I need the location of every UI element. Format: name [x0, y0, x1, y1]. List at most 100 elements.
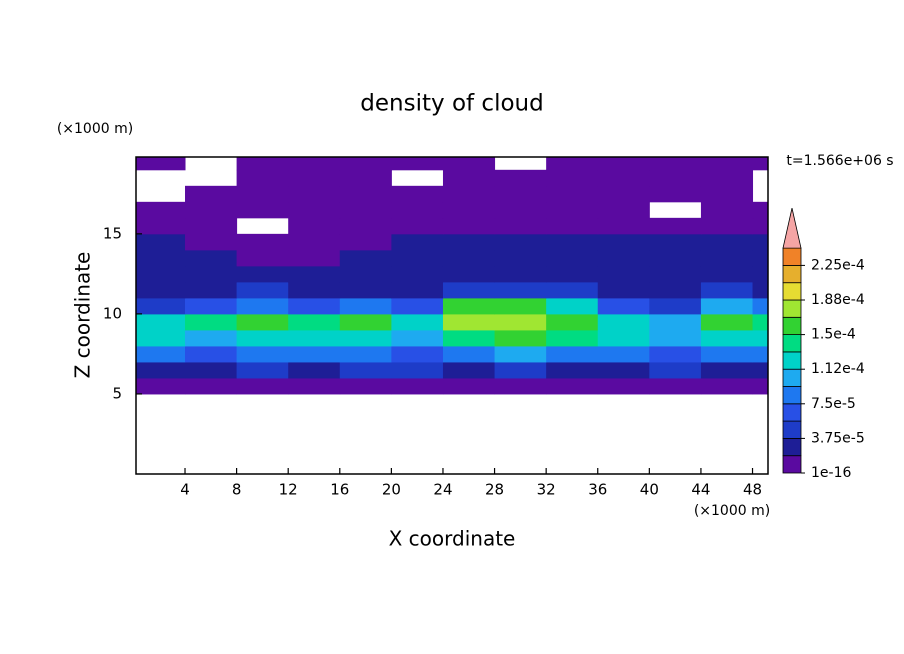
field-cell [185, 249, 238, 267]
field-cell [288, 313, 341, 331]
field-cell [339, 377, 392, 395]
field-cell [597, 265, 650, 283]
field-cell [136, 329, 186, 347]
field-cell [236, 185, 289, 203]
field-cell [442, 217, 496, 235]
field-cell [236, 157, 289, 171]
time-label: t=1.566e+06 s [786, 153, 893, 169]
field-cell [442, 329, 496, 347]
field-cell [442, 361, 496, 379]
field-cell [236, 169, 289, 187]
field-cell [546, 185, 599, 203]
field-cell [136, 265, 186, 283]
colorbar-box [782, 264, 802, 284]
field-cell [391, 361, 444, 379]
x-tick-label: 32 [537, 481, 556, 499]
field-cell [649, 281, 702, 299]
x-tick-label: 44 [691, 481, 710, 499]
field-cell [288, 345, 341, 363]
field-cell [597, 345, 650, 363]
field-cell [597, 201, 650, 219]
field-cell [339, 201, 392, 219]
field-cell [494, 201, 547, 219]
field-cell [442, 345, 496, 363]
field-cell [546, 329, 599, 347]
field-cell [700, 297, 754, 315]
field-cell [700, 233, 754, 251]
field-cell [597, 157, 650, 171]
field-cell [391, 217, 444, 235]
field-cell [339, 217, 392, 235]
field-cell [236, 345, 289, 363]
field-cell [649, 217, 702, 235]
field-cell [442, 281, 496, 299]
field-cell [752, 265, 768, 283]
field-cell [649, 233, 702, 251]
colorbar-tick-label: 1.12e-4 [811, 361, 865, 377]
field-cell [494, 217, 547, 235]
field-cell [185, 345, 238, 363]
field-cell [288, 169, 341, 187]
field-cell [752, 217, 768, 235]
colorbar-box [782, 403, 802, 422]
field-cell [136, 313, 186, 331]
field-cell [391, 249, 444, 267]
field-cell [288, 281, 341, 299]
field-cell [136, 201, 186, 219]
colorbar-box [782, 437, 802, 457]
field-cell [546, 345, 599, 363]
y-tick-label: 5 [112, 384, 122, 402]
field-cell [494, 233, 547, 251]
field-cell [700, 281, 754, 299]
field-cell [649, 185, 702, 203]
field-cell [236, 313, 289, 331]
field-cell [700, 185, 754, 203]
field-cell [546, 377, 599, 395]
field-cell [700, 217, 754, 235]
field-cell [391, 377, 444, 395]
x-tick-label: 8 [232, 481, 242, 499]
x-unit: (×1000 m) [694, 503, 770, 519]
field-cell [339, 313, 392, 331]
field-cell [185, 233, 238, 251]
field-cell [288, 185, 341, 203]
field-cell [700, 329, 754, 347]
colorbar-box [782, 351, 802, 370]
field-cell [442, 249, 496, 267]
field-cell [649, 345, 702, 363]
field-cell [442, 233, 496, 251]
field-cell [288, 157, 341, 171]
field-cell [236, 377, 289, 395]
field-cell [752, 201, 768, 219]
field-cell [494, 169, 547, 187]
field-cell [597, 297, 650, 315]
x-tick-label: 36 [588, 481, 607, 499]
field-cell [339, 345, 392, 363]
colorbar-tick-label: 1.88e-4 [811, 292, 865, 308]
colorbar-box [782, 299, 802, 318]
field-cell [546, 297, 599, 315]
colorbar-tick-label: 1e-16 [811, 465, 851, 481]
field-cell [546, 361, 599, 379]
field-cell [649, 157, 702, 171]
field-cell [752, 377, 768, 395]
field-cell [494, 377, 547, 395]
field-cell [442, 377, 496, 395]
field-cell [546, 313, 599, 331]
field-cell [391, 313, 444, 331]
field-cell [700, 201, 754, 219]
colorbar-box [782, 420, 802, 439]
field-cell [700, 313, 754, 331]
field-cell [546, 201, 599, 219]
field-cell [185, 185, 238, 203]
field-cell [339, 185, 392, 203]
x-tick-label: 20 [382, 481, 401, 499]
field-cell [546, 217, 599, 235]
field-cell [597, 249, 650, 267]
colorbar-box [782, 316, 802, 335]
field-cell [288, 249, 341, 267]
y-axis-title: Z coordinate [71, 252, 95, 379]
x-axis-title: X coordinate [389, 527, 516, 551]
field-cell [288, 361, 341, 379]
field-cell [339, 281, 392, 299]
